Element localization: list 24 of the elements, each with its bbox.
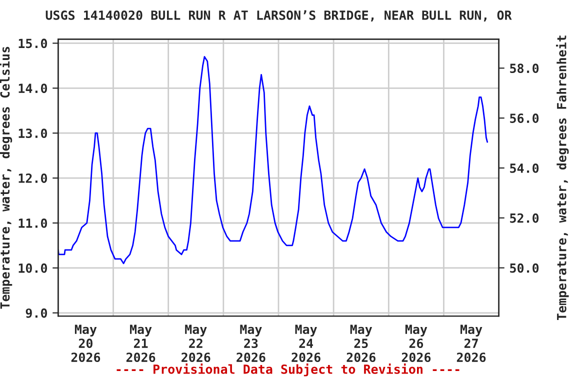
y-tick-label: 9.0 bbox=[26, 308, 48, 318]
y2-tick-label: 50.0 bbox=[510, 263, 539, 273]
y-tick-label: 10.0 bbox=[18, 263, 48, 273]
line-series bbox=[58, 56, 488, 264]
x-tick-label: May 23 2026 bbox=[236, 324, 266, 362]
y2-axis-title: Temperature, water, degrees Fahrenheit bbox=[556, 36, 569, 320]
y2-tick-label: 54.0 bbox=[510, 163, 539, 173]
y-tick-label: 11.0 bbox=[18, 218, 48, 228]
x-tick-label: May 22 2026 bbox=[182, 324, 210, 362]
x-tick-label: May 20 2026 bbox=[71, 324, 100, 362]
y2-tick-label: 56.0 bbox=[510, 114, 539, 123]
y-tick-label: 13.0 bbox=[18, 128, 48, 138]
x-tick-label: May 24 2026 bbox=[292, 324, 320, 362]
y-tick-label: 12.0 bbox=[18, 174, 48, 183]
y-tick-label: 15.0 bbox=[18, 38, 48, 48]
x-tick-label: May 21 2026 bbox=[126, 324, 156, 362]
text: ---- Provisional Data Subject to Revision ---- bbox=[116, 364, 460, 376]
y-tick-label: 14.0 bbox=[18, 84, 48, 94]
x-tick-label: May 25 2026 bbox=[346, 324, 376, 362]
y2-tick-label: 52.0 bbox=[510, 213, 539, 223]
y2-tick-label: 58.0 bbox=[510, 64, 539, 74]
x-tick-label: May 27 2026 bbox=[456, 324, 486, 362]
x-tick-label: May 26 2026 bbox=[402, 324, 431, 362]
chart-title: USGS 14140020 BULL RUN R AT LARSON’S BRIDGE, NEAR BULL RUN, OR bbox=[46, 10, 512, 22]
